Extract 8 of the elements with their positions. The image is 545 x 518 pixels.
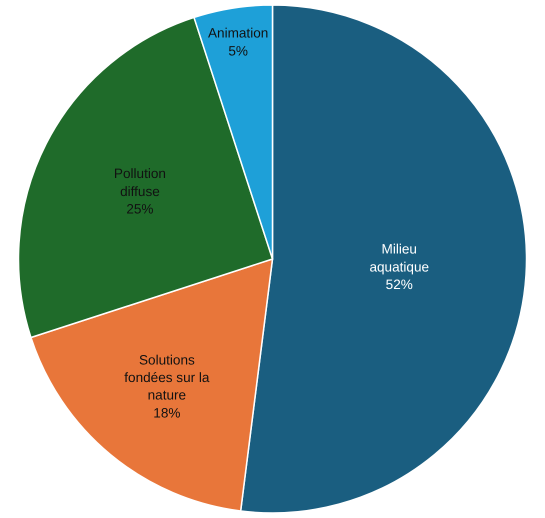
data-label: 18% <box>153 405 180 420</box>
slice-label: Animation <box>208 26 268 41</box>
slice-label: Solutions fondées sur la nature <box>124 352 210 403</box>
data-label: 25% <box>126 201 154 216</box>
slice-label: Pollution diffuse <box>114 166 166 199</box>
data-label: 5% <box>228 43 248 58</box>
slice-label: Milieu aquatique <box>369 242 430 274</box>
data-label: 52% <box>386 277 413 292</box>
